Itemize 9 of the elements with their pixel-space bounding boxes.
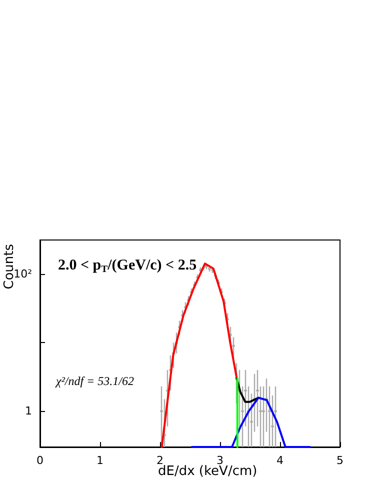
x-tick-label: 4 [276, 454, 284, 467]
annotation: χ²/ndf = 53.1/62 [55, 374, 134, 388]
x-tick-label: 5 [336, 454, 344, 467]
y-tick-label: 10² [14, 268, 32, 281]
x-tick-label: 0 [36, 454, 44, 467]
x-tick-label: 2 [156, 454, 164, 467]
x-axis-title: dE/dx (keV/cm) [158, 464, 258, 479]
x-tick-label: 1 [96, 454, 104, 467]
x-tick-label: 3 [216, 454, 224, 467]
